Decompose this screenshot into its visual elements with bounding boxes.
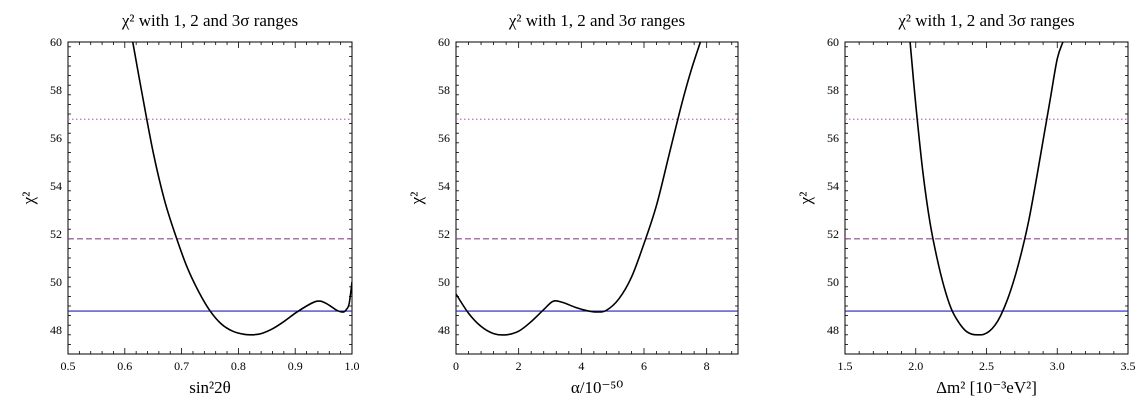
y-tick-label: 50 [827, 275, 839, 289]
plot-area [456, 42, 738, 336]
x-axis-label: Δm² [10⁻³eV²] [936, 378, 1037, 397]
chart-panel-2: χ² with 1, 2 and 3σ ranges48505254565860… [407, 11, 739, 397]
y-tick-label: 60 [827, 35, 839, 49]
y-tick-label: 54 [50, 179, 62, 193]
x-tick-label: 0.7 [174, 359, 189, 373]
plot-frame [67, 41, 353, 355]
chart-title: χ² with 1, 2 and 3σ ranges [508, 11, 685, 30]
x-tick-label: 3.0 [1050, 359, 1065, 373]
x-tick-label: 0.9 [288, 359, 303, 373]
plot-area [68, 42, 352, 336]
chart-title: χ² with 1, 2 and 3σ ranges [897, 11, 1074, 30]
y-tick-label: 60 [438, 35, 450, 49]
x-tick-label: 0.8 [231, 359, 246, 373]
y-tick-label: 56 [438, 131, 450, 145]
y-axis-label: χ² [407, 192, 426, 206]
y-tick-label: 60 [50, 35, 62, 49]
chi2-curve [909, 42, 1064, 336]
y-tick-label: 56 [827, 131, 839, 145]
y-tick-label: 58 [438, 83, 450, 97]
y-tick-label: 52 [827, 227, 839, 241]
chi2-curve [456, 42, 702, 336]
y-axis-label: χ² [796, 192, 815, 206]
y-tick-label: 52 [438, 227, 450, 241]
y-tick-label: 48 [827, 323, 839, 337]
x-tick-label: 1.0 [345, 359, 360, 373]
chi2-curve [131, 42, 352, 336]
plot-frame [455, 41, 739, 355]
x-tick-label: 0 [453, 359, 459, 373]
y-tick-label: 50 [50, 275, 62, 289]
y-tick-label: 58 [827, 83, 839, 97]
x-tick-label: 3.5 [1121, 359, 1136, 373]
y-tick-label: 54 [827, 179, 839, 193]
x-tick-label: 8 [704, 359, 710, 373]
plot-frame [844, 41, 1129, 355]
x-axis-label: α/10⁻⁵⁰ [571, 378, 624, 397]
y-tick-label: 52 [50, 227, 62, 241]
x-axis-label: sin²2θ [189, 378, 231, 397]
y-axis-label: χ² [19, 192, 38, 206]
x-tick-label: 1.5 [838, 359, 853, 373]
chart-panel-3: χ² with 1, 2 and 3σ ranges 48 50 52 54 56 58 60… [796, 11, 1136, 397]
x-tick-label: 4 [578, 359, 584, 373]
y-tick-label: 54 [438, 179, 450, 193]
y-tick-label: 48 [438, 323, 450, 337]
y-tick-label: 50 [438, 275, 450, 289]
x-tick-label: 2 [516, 359, 522, 373]
plot-area [845, 42, 1128, 336]
y-tick-label: 58 [50, 83, 62, 97]
x-tick-label: 2.0 [908, 359, 923, 373]
x-tick-label: 2.5 [979, 359, 994, 373]
chart-title: χ² with 1, 2 and 3σ ranges [121, 11, 298, 30]
x-tick-label: 6 [641, 359, 647, 373]
y-tick-label: 48 [50, 323, 62, 337]
x-tick-label: 0.6 [117, 359, 132, 373]
chart-panel-1: χ² with 1, 2 and 3σ ranges 48 50 52 54 56 58 60… [19, 11, 360, 397]
x-tick-label: 0.5 [61, 359, 76, 373]
y-tick-label: 56 [50, 131, 62, 145]
